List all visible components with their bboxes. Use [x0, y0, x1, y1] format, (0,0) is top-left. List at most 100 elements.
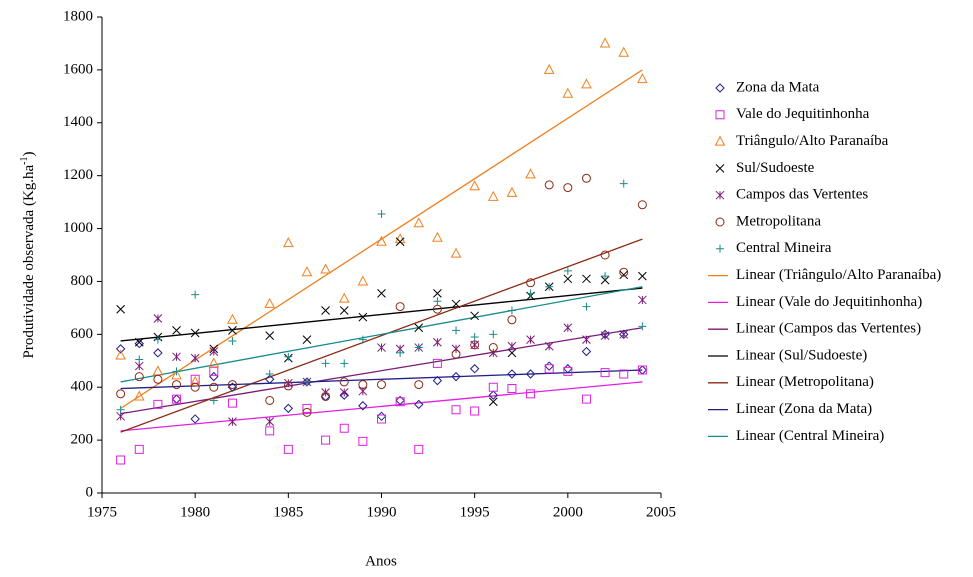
point: [563, 266, 572, 275]
point: [582, 274, 591, 284]
y-tick-label: 600: [71, 326, 94, 342]
point: [544, 361, 554, 371]
point: [357, 275, 369, 286]
point: [619, 270, 629, 280]
point: [134, 337, 144, 347]
point: [601, 272, 610, 281]
point: [377, 380, 386, 390]
trend-line: [120, 286, 643, 383]
point: [228, 326, 237, 335]
point: [395, 395, 405, 406]
legend-marker: [715, 83, 725, 93]
legend-label: Triângulo/Alto Paranaíba: [736, 133, 889, 149]
point: [618, 46, 630, 57]
point: [339, 306, 349, 315]
point: [507, 315, 517, 325]
point: [116, 405, 125, 414]
point: [153, 348, 163, 358]
y-tick-label: 200: [71, 432, 94, 448]
y-axis-label: Produtividade observada (Kg.ha-1): [19, 151, 37, 358]
y-tick-label: 1000: [63, 220, 93, 236]
legend-marker: [715, 164, 725, 173]
y-tick-label: 1400: [63, 114, 93, 130]
x-tick-label: 1990: [367, 504, 397, 520]
x-tick-label: 2000: [553, 504, 583, 520]
point: [469, 364, 480, 374]
x-tick-label: 1975: [87, 504, 117, 520]
point: [432, 375, 443, 386]
point: [265, 426, 275, 436]
point: [637, 200, 647, 210]
point: [321, 391, 331, 401]
point: [190, 414, 200, 424]
y-tick-label: 1200: [63, 167, 93, 183]
point: [302, 377, 311, 386]
point: [433, 297, 442, 306]
point: [638, 295, 647, 305]
point: [432, 231, 443, 242]
point: [470, 406, 480, 416]
legend-label: Metropolitana: [736, 213, 821, 229]
point: [395, 237, 405, 247]
point: [358, 380, 368, 390]
point: [450, 247, 462, 258]
point: [283, 378, 293, 388]
point: [600, 331, 610, 341]
point: [189, 375, 201, 386]
point: [283, 381, 293, 391]
point: [320, 263, 331, 274]
legend-label: Sul/Sudoeste: [736, 160, 815, 176]
point: [396, 348, 405, 357]
point: [153, 399, 163, 409]
point: [190, 374, 200, 384]
y-label-end: ): [21, 151, 37, 156]
point: [209, 366, 219, 376]
point: [470, 332, 479, 341]
point: [507, 348, 517, 358]
trend-line: [120, 238, 643, 433]
point: [152, 365, 164, 376]
point: [116, 304, 125, 314]
point: [377, 210, 386, 219]
point: [321, 359, 330, 368]
legend-label: Linear (Triângulo/Alto Paranaíba): [736, 267, 941, 283]
point: [190, 353, 200, 363]
point: [377, 343, 386, 352]
point: [301, 266, 313, 277]
trend-line: [120, 369, 643, 390]
point: [507, 341, 517, 351]
point: [600, 368, 610, 378]
point: [488, 343, 498, 353]
point: [134, 338, 144, 349]
point: [227, 382, 238, 392]
point: [451, 349, 461, 359]
point: [283, 444, 293, 454]
point: [451, 371, 461, 382]
point: [116, 389, 126, 399]
point: [227, 398, 237, 408]
legend-marker: [715, 190, 725, 200]
point: [638, 322, 647, 331]
point: [358, 401, 368, 411]
legend-label: Linear (Campos das Vertentes): [736, 321, 921, 337]
point: [563, 366, 573, 376]
point: [321, 306, 330, 315]
point: [488, 397, 498, 407]
point: [619, 329, 629, 339]
x-tick-label: 1980: [180, 504, 210, 520]
point: [526, 289, 535, 298]
point: [507, 384, 517, 394]
point: [228, 417, 237, 426]
point: [209, 382, 219, 392]
point: [414, 380, 424, 390]
point: [525, 369, 536, 379]
point: [433, 288, 442, 298]
point: [414, 444, 424, 454]
point: [265, 370, 274, 378]
point: [451, 405, 461, 415]
point: [115, 344, 126, 354]
point: [638, 271, 647, 281]
point: [339, 388, 349, 397]
